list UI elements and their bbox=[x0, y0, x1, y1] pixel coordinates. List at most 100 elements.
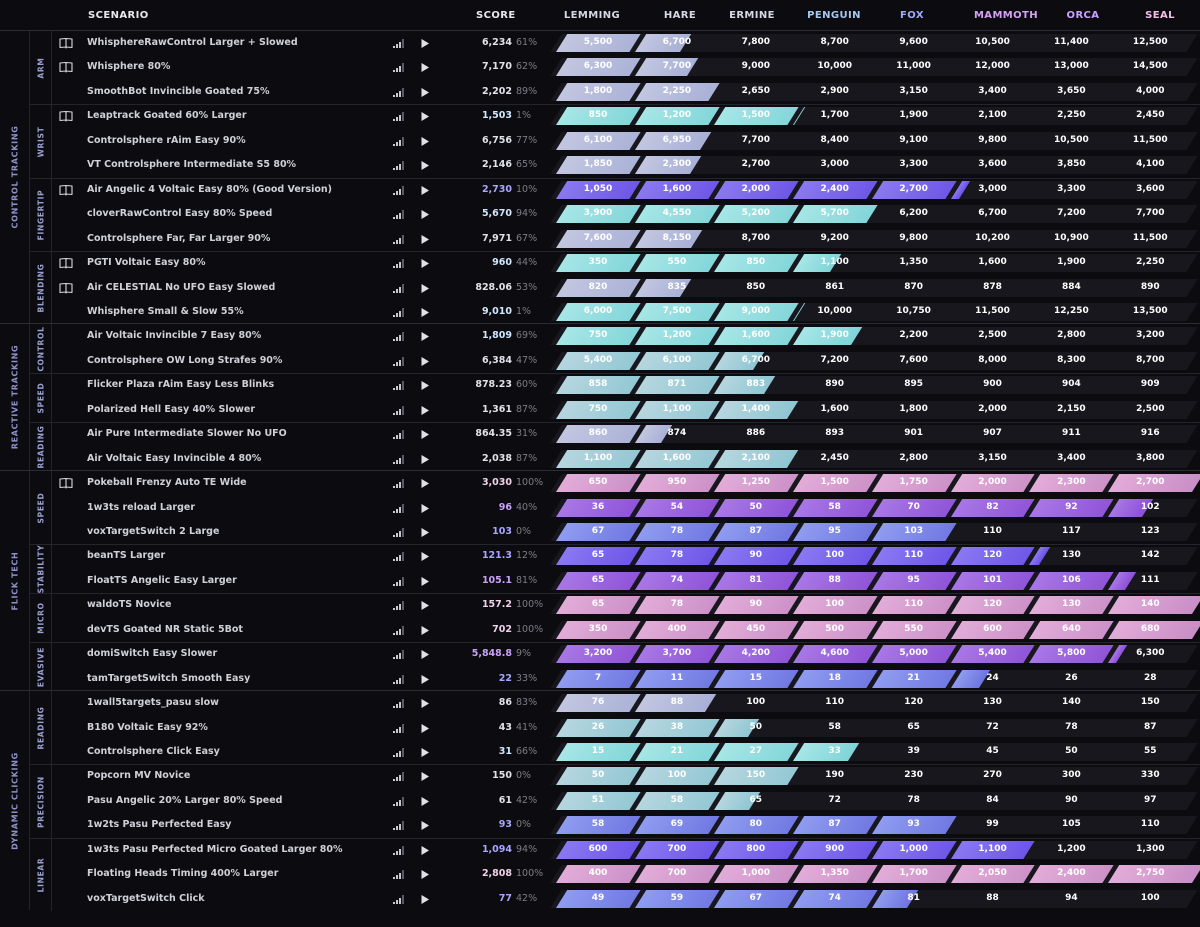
play-icon[interactable] bbox=[420, 283, 430, 294]
scenario-name[interactable]: Popcorn MV Novice bbox=[87, 770, 191, 782]
play-icon[interactable] bbox=[420, 796, 430, 807]
play-icon[interactable] bbox=[420, 209, 430, 220]
play-icon[interactable] bbox=[420, 380, 430, 391]
play-icon[interactable] bbox=[420, 771, 430, 782]
table-row[interactable]: Air Pure Intermediate Slower No UFO 864.3… bbox=[0, 422, 1200, 446]
play-icon[interactable] bbox=[420, 551, 430, 562]
scenario-name[interactable]: domiSwitch Easy Slower bbox=[87, 648, 218, 660]
table-row[interactable]: Popcorn MV Novice 150 0% 50 100 150 190 230 270 3… bbox=[0, 764, 1200, 788]
scenario-name[interactable]: Whisphere Small & Slow 55% bbox=[87, 305, 244, 317]
scenario-name[interactable]: voxTargetSwitch 2 Large bbox=[87, 525, 220, 537]
table-row[interactable]: 1w3ts Pasu Perfected Micro Goated Larger… bbox=[0, 838, 1200, 862]
play-icon[interactable] bbox=[420, 698, 430, 709]
scenario-name[interactable]: Leaptrack Goated 60% Larger bbox=[87, 110, 247, 122]
table-row[interactable]: WhisphereRawControl Larger + Slowed 6,234… bbox=[0, 31, 1200, 55]
table-row[interactable]: FloatTS Angelic Easy Larger 105.1 81% 65 74 8… bbox=[0, 569, 1200, 593]
scenario-name[interactable]: Air Angelic 4 Voltaic Easy 80% (Good Ver… bbox=[87, 183, 332, 195]
table-row[interactable]: Whisphere Small & Slow 55% 9,010 1% 6,000 7,… bbox=[0, 300, 1200, 324]
book-icon[interactable] bbox=[59, 257, 73, 269]
table-row[interactable]: domiSwitch Easy Slower 5,848.8 9% 3,200 3,70… bbox=[0, 642, 1200, 666]
table-row[interactable]: Controlsphere OW Long Strafes 90% 6,384 47… bbox=[0, 349, 1200, 373]
scenario-name[interactable]: B180 Voltaic Easy 92% bbox=[87, 721, 208, 733]
scenario-name[interactable]: cloverRawControl Easy 80% Speed bbox=[87, 208, 273, 220]
scenario-name[interactable]: Pasu Angelic 20% Larger 80% Speed bbox=[87, 794, 283, 806]
scenario-name[interactable]: WhisphereRawControl Larger + Slowed bbox=[87, 37, 298, 48]
table-row[interactable]: B180 Voltaic Easy 92% 43 41% 26 38 50 58 65 72 78… bbox=[0, 716, 1200, 740]
scenario-name[interactable]: Floating Heads Timing 400% Larger bbox=[87, 868, 279, 880]
table-row[interactable]: Air Angelic 4 Voltaic Easy 80% (Good Ver… bbox=[0, 178, 1200, 202]
book-icon[interactable] bbox=[59, 110, 73, 122]
book-icon[interactable] bbox=[59, 61, 73, 73]
table-row[interactable]: Controlsphere rAim Easy 90% 6,756 77% 6,100… bbox=[0, 129, 1200, 153]
play-icon[interactable] bbox=[420, 111, 430, 122]
table-row[interactable]: Controlsphere Click Easy 31 66% 15 21 27 33 39 4… bbox=[0, 740, 1200, 764]
scenario-name[interactable]: Controlsphere OW Long Strafes 90% bbox=[87, 354, 283, 366]
scenario-name[interactable]: PGTI Voltaic Easy 80% bbox=[87, 257, 206, 269]
scenario-name[interactable]: Air CELESTIAL No UFO Easy Slowed bbox=[87, 281, 276, 293]
scenario-name[interactable]: 1w2ts Pasu Perfected Easy bbox=[87, 819, 232, 831]
play-icon[interactable] bbox=[420, 62, 430, 73]
scenario-name[interactable]: waldoTS Novice bbox=[87, 599, 172, 611]
table-row[interactable]: SmoothBot Invincible Goated 75% 2,202 89% 1… bbox=[0, 80, 1200, 104]
table-row[interactable]: Flicker Plaza rAim Easy Less Blinks 878.2… bbox=[0, 373, 1200, 397]
scenario-name[interactable]: Flicker Plaza rAim Easy Less Blinks bbox=[87, 379, 275, 391]
play-icon[interactable] bbox=[420, 674, 430, 685]
score-column-header[interactable]: SCORE bbox=[476, 10, 516, 21]
play-icon[interactable] bbox=[420, 405, 430, 416]
table-row[interactable]: voxTargetSwitch 2 Large 103 0% 67 78 87 95 103 1… bbox=[0, 520, 1200, 544]
table-row[interactable]: Floating Heads Timing 400% Larger 2,808 10… bbox=[0, 862, 1200, 886]
scenario-name[interactable]: 1w3ts Pasu Perfected Micro Goated Larger… bbox=[87, 843, 343, 855]
play-icon[interactable] bbox=[420, 136, 430, 147]
table-row[interactable]: Polarized Hell Easy 40% Slower 1,361 87% 75… bbox=[0, 398, 1200, 422]
book-icon[interactable] bbox=[59, 477, 73, 489]
book-icon[interactable] bbox=[59, 37, 73, 49]
play-icon[interactable] bbox=[420, 185, 430, 196]
table-row[interactable]: Leaptrack Goated 60% Larger 1,503 1% 850 1,2… bbox=[0, 104, 1200, 128]
scenario-name[interactable]: 1wall5targets_pasu slow bbox=[87, 697, 219, 709]
play-icon[interactable] bbox=[420, 625, 430, 636]
scenario-name[interactable]: Air Pure Intermediate Slower No UFO bbox=[87, 428, 287, 440]
scenario-name[interactable]: FloatTS Angelic Easy Larger bbox=[87, 574, 237, 586]
scenario-name[interactable]: Controlsphere Far, Far Larger 90% bbox=[87, 232, 271, 244]
table-row[interactable]: beanTS Larger 121.3 12% 65 78 90 100 110 120 130 1… bbox=[0, 544, 1200, 568]
scenario-name[interactable]: Controlsphere Click Easy bbox=[87, 746, 220, 758]
play-icon[interactable] bbox=[420, 649, 430, 660]
table-row[interactable]: tamTargetSwitch Smooth Easy 22 33% 7 11 15 18 2… bbox=[0, 667, 1200, 691]
scenario-name[interactable]: Pokeball Frenzy Auto TE Wide bbox=[87, 477, 247, 489]
scenario-name[interactable]: Whisphere 80% bbox=[87, 61, 171, 73]
scenario-name[interactable]: VT Controlsphere Intermediate S5 80% bbox=[87, 159, 297, 171]
book-icon[interactable] bbox=[59, 184, 73, 196]
play-icon[interactable] bbox=[420, 845, 430, 856]
scenario-name[interactable]: devTS Goated NR Static 5Bot bbox=[87, 623, 243, 635]
scenario-name[interactable]: voxTargetSwitch Click bbox=[87, 892, 205, 904]
table-row[interactable]: Air Voltaic Invincible 7 Easy 80% 1,809 69… bbox=[0, 324, 1200, 348]
play-icon[interactable] bbox=[420, 331, 430, 342]
play-icon[interactable] bbox=[420, 454, 430, 465]
table-row[interactable]: VT Controlsphere Intermediate S5 80% 2,14… bbox=[0, 153, 1200, 177]
table-row[interactable]: 1wall5targets_pasu slow 86 83% 76 88 100 110 12… bbox=[0, 691, 1200, 715]
table-row[interactable]: 1w3ts reload Larger 96 40% 36 54 50 58 70 82 92 10… bbox=[0, 496, 1200, 520]
play-icon[interactable] bbox=[420, 234, 430, 245]
play-icon[interactable] bbox=[420, 429, 430, 440]
play-icon[interactable] bbox=[420, 894, 430, 905]
scenario-name[interactable]: Polarized Hell Easy 40% Slower bbox=[87, 403, 256, 415]
table-row[interactable]: Controlsphere Far, Far Larger 90% 7,971 67… bbox=[0, 227, 1200, 251]
play-icon[interactable] bbox=[420, 307, 430, 318]
play-icon[interactable] bbox=[420, 87, 430, 98]
scenario-name[interactable]: Air Voltaic Easy Invincible 4 80% bbox=[87, 452, 262, 464]
table-row[interactable]: 1w2ts Pasu Perfected Easy 93 0% 58 69 80 87 93 9… bbox=[0, 813, 1200, 837]
scenario-column-header[interactable]: SCENARIO bbox=[88, 10, 149, 21]
scenario-name[interactable]: 1w3ts reload Larger bbox=[87, 501, 196, 513]
play-icon[interactable] bbox=[420, 356, 430, 367]
scenario-name[interactable]: Controlsphere rAim Easy 90% bbox=[87, 134, 246, 146]
play-icon[interactable] bbox=[420, 869, 430, 880]
table-row[interactable]: Pokeball Frenzy Auto TE Wide 3,030 100% 650… bbox=[0, 471, 1200, 495]
play-icon[interactable] bbox=[420, 503, 430, 514]
book-icon[interactable] bbox=[59, 282, 73, 294]
scenario-name[interactable]: beanTS Larger bbox=[87, 550, 166, 562]
play-icon[interactable] bbox=[420, 820, 430, 831]
table-row[interactable]: waldoTS Novice 157.2 100% 65 78 90 100 110 120 13… bbox=[0, 593, 1200, 617]
play-icon[interactable] bbox=[420, 160, 430, 171]
scenario-name[interactable]: tamTargetSwitch Smooth Easy bbox=[87, 672, 251, 684]
table-row[interactable]: Whisphere 80% 7,170 62% 6,300 7,700 9,000 10,0… bbox=[0, 55, 1200, 79]
